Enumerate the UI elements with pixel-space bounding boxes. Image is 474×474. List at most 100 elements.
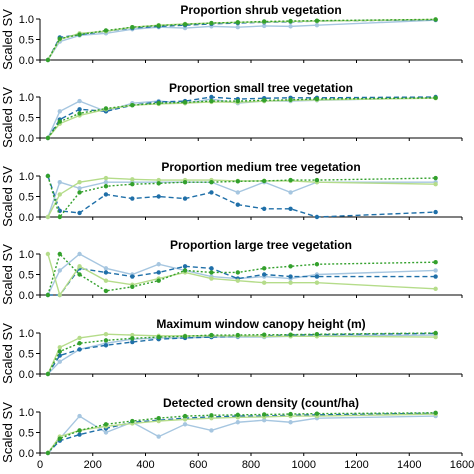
panel-1: Proportion shrub vegetation Scaled SV 0.0 0… [0,3,463,70]
data-point [209,190,214,195]
y-tick-label: 0.5 [19,113,34,125]
data-point [103,338,109,343]
data-point [77,335,82,341]
data-point [156,181,161,186]
data-point [77,107,82,112]
panel-title: Proportion medium tree vegetation [161,160,360,174]
data-point [433,268,438,273]
y-tick-label: 1.0 [19,407,34,419]
data-point [182,22,188,27]
data-point [261,418,267,423]
data-point [103,288,109,294]
data-point [433,209,438,215]
data-point [77,413,82,419]
data-point [45,57,51,63]
data-point [288,177,293,183]
data-point [103,179,109,185]
data-point [77,98,82,104]
data-point [156,270,161,275]
data-point [235,98,241,104]
data-point [57,179,62,185]
data-point [57,353,62,358]
data-point [235,332,241,338]
y-tick-label: 0.5 [19,428,34,440]
panel-3: Proportion medium tree vegetation Scaled … [0,160,463,227]
data-point [156,434,161,439]
data-point [314,332,320,337]
data-point [261,19,267,24]
data-point [209,276,214,281]
data-point [77,210,82,216]
data-point [103,422,109,427]
data-point [209,428,214,433]
data-point [235,179,241,184]
data-point [156,262,161,267]
data-point [288,332,293,337]
y-tick-label: 0.5 [19,35,34,47]
x-tick-label: 1600 [450,459,474,471]
panel-5: Maximum window canopy height (m) Scaled S… [0,317,463,384]
data-point [182,268,188,273]
y-tick-label: 0.5 [19,192,34,204]
data-point [77,264,82,269]
data-point [57,192,62,197]
data-point [156,415,161,421]
data-point [261,412,267,417]
data-point [103,184,109,189]
data-point [261,266,267,271]
data-point [314,18,320,23]
data-point [45,135,51,141]
y-axis-label: Scaled SV [0,323,15,384]
data-point [209,20,214,26]
data-point [288,24,293,29]
data-point [261,332,267,337]
series-line-dotted-dark-green [47,18,436,61]
data-point [182,334,188,339]
data-point [288,97,293,103]
x-tick-label: 1200 [344,459,368,471]
data-point [209,179,214,185]
y-axis-label: Scaled SV [0,402,15,463]
data-point [209,413,214,418]
data-point [433,175,438,181]
series-line-dotted-dark-green [47,97,436,139]
y-tick-label: 1.0 [19,328,34,340]
data-point [130,177,135,182]
data-point [103,175,109,181]
data-point [235,190,241,195]
data-point [235,202,241,207]
x-tick-label: 0 [37,459,43,471]
data-point [57,268,62,273]
data-point [288,18,293,24]
data-point [156,334,161,340]
data-point [77,179,82,185]
data-point [433,286,438,292]
y-tick-label: 0.0 [19,133,34,145]
panel-6: Detected crown density (count/ha) Scaled … [0,396,474,471]
data-point [261,280,267,285]
data-point [45,251,51,257]
data-point [182,264,188,269]
data-point [77,432,82,437]
data-point [433,182,438,187]
y-axis-label: Scaled SV [0,87,15,148]
data-point [103,278,109,283]
data-point [314,274,320,279]
data-point [77,111,82,116]
data-point [77,272,82,277]
data-point [433,260,438,265]
data-point [288,206,293,211]
data-point [288,411,293,417]
data-point [57,109,62,114]
data-point [314,177,320,183]
y-tick-label: 1.0 [19,92,34,104]
data-point [182,413,188,419]
data-point [288,274,293,279]
data-point [433,410,438,416]
data-point [103,266,109,271]
data-point [77,186,82,191]
data-point [261,272,267,277]
data-point [261,206,267,211]
data-point [103,270,109,275]
data-point [209,270,214,275]
